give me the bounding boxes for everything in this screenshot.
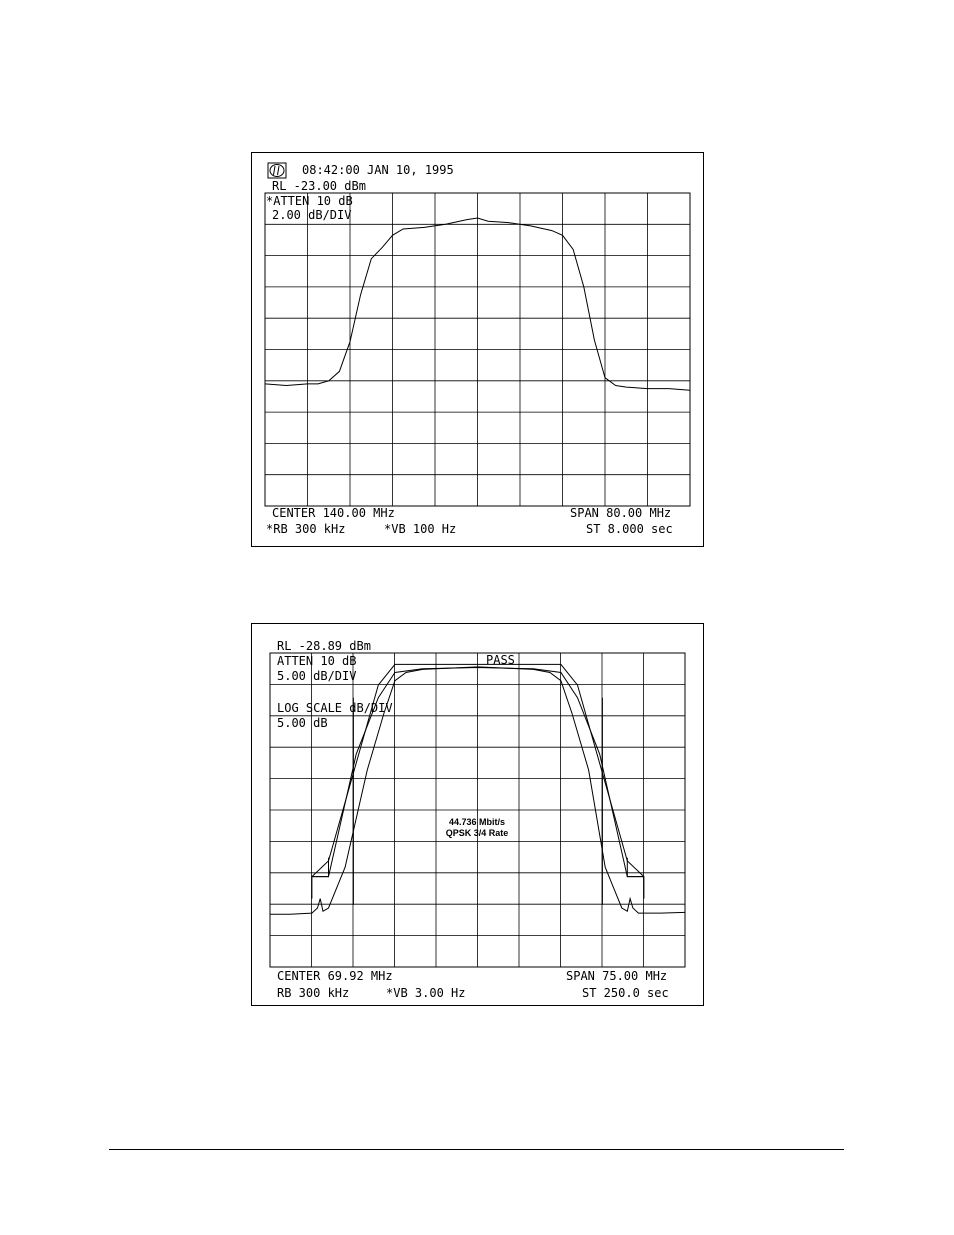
- log-scale-value: 5.00 dB: [277, 716, 328, 730]
- plot-grid: [264, 192, 691, 507]
- spectrum-plot-2-svg: RL -28.89 dBm ATTEN 10 dB 5.00 dB/DIV PA…: [269, 639, 686, 1000]
- timestamp: 08:42:00 JAN 10, 1995: [302, 163, 454, 177]
- trace-line: [264, 217, 691, 391]
- center-frequency: CENTER 140.00 MHz: [272, 506, 395, 520]
- log-scale-label: LOG SCALE dB/DIV: [277, 701, 393, 715]
- scale-per-div: 2.00 dB/DIV: [272, 208, 351, 222]
- scale-per-div: 5.00 dB/DIV: [277, 669, 356, 683]
- resolution-bandwidth: RB 300 kHz: [277, 986, 349, 1000]
- spectrum-plot-1: 08:42:00 JAN 10, 1995 RL -23.00 dBm *ATT…: [251, 152, 704, 547]
- frequency-span: SPAN 75.00 MHz: [566, 969, 667, 983]
- reference-level: RL -23.00 dBm: [272, 179, 366, 193]
- trace-line: [311, 857, 329, 899]
- video-bandwidth: *VB 3.00 Hz: [386, 986, 465, 1000]
- sweep-time: ST 250.0 sec: [582, 986, 669, 1000]
- trace-line: [626, 857, 645, 899]
- center-frequency: CENTER 69.92 MHz: [277, 969, 393, 983]
- trace-line: [270, 666, 686, 915]
- sweep-time: ST 8.000 sec: [586, 522, 673, 536]
- attenuation: ATTEN 10 dB: [277, 654, 356, 668]
- trace-line: [311, 666, 644, 878]
- trace-group: [264, 217, 691, 391]
- attenuation: *ATTEN 10 dB: [266, 194, 353, 208]
- trace-line: [311, 663, 645, 877]
- frequency-span: SPAN 80.00 MHz: [570, 506, 671, 520]
- spectrum-plot-2: RL -28.89 dBm ATTEN 10 dB 5.00 dB/DIV PA…: [251, 623, 704, 1006]
- reference-level: RL -28.89 dBm: [277, 639, 371, 653]
- footer-rule: [109, 1149, 844, 1150]
- pass-indicator: PASS: [486, 653, 515, 667]
- data-rate-annotation: 44.736 Mbit/s: [449, 817, 505, 827]
- spectrum-plot-1-svg: 08:42:00 JAN 10, 1995 RL -23.00 dBm *ATT…: [264, 162, 691, 536]
- trace-group: [270, 663, 686, 915]
- modulation-annotation: QPSK 3/4 Rate: [446, 828, 509, 838]
- resolution-bandwidth: *RB 300 kHz: [266, 522, 345, 536]
- hp-logo-icon: [267, 162, 287, 179]
- video-bandwidth: *VB 100 Hz: [384, 522, 456, 536]
